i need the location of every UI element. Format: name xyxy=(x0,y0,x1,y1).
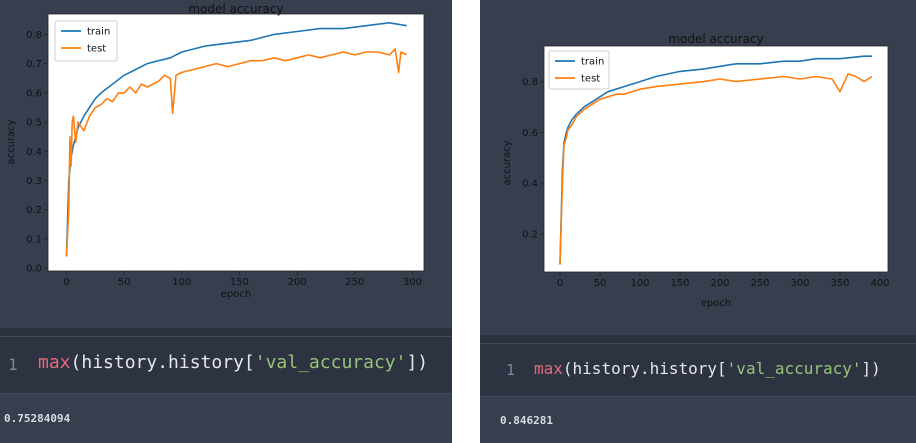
x-tick-label: 250 xyxy=(750,278,769,289)
code-close: ]) xyxy=(406,352,429,373)
x-tick-label: 250 xyxy=(345,277,364,288)
x-tick-label: 200 xyxy=(710,278,729,289)
series-line-test xyxy=(559,73,873,265)
cell-output: 0.75284094 xyxy=(4,412,71,425)
code-open: (history.history[ xyxy=(70,352,255,373)
y-tick-label: 0.2 xyxy=(26,205,42,216)
x-tick-label: 200 xyxy=(288,277,307,288)
x-tick-label: 50 xyxy=(594,278,607,289)
series-line-train xyxy=(559,55,872,265)
x-tick-label: 100 xyxy=(630,278,649,289)
y-axis-label: accuracy xyxy=(502,140,513,185)
y-tick-label: 0.8 xyxy=(26,30,42,41)
x-tick-label: 300 xyxy=(790,278,809,289)
code-arg: 'val_accuracy' xyxy=(726,359,862,378)
accuracy-chart-left: model accuracy epoch accuracy 0 50 100 150 2… xyxy=(6,2,425,300)
x-tick-label: 0 xyxy=(63,277,69,288)
x-tick-label: 150 xyxy=(670,278,689,289)
y-axis-label: accuracy xyxy=(6,119,17,164)
code-open: (history.history[ xyxy=(562,359,727,378)
y-tick-label: 0.3 xyxy=(26,176,42,187)
chart-title: model accuracy xyxy=(668,32,763,46)
legend-label-test: test xyxy=(87,44,106,55)
x-tick-label: 400 xyxy=(870,278,889,289)
y-tick-label: 0.7 xyxy=(26,59,42,70)
notebook-panel-right: model accuracy epoch accuracy 0 50 100 150 2… xyxy=(480,0,916,443)
line-number: 1 xyxy=(506,361,516,379)
x-tick-label: 150 xyxy=(230,277,249,288)
x-tick-label: 300 xyxy=(403,277,422,288)
y-tick-label: 0.6 xyxy=(26,88,42,99)
x-tick-label: 0 xyxy=(557,278,563,289)
code-close: ]) xyxy=(861,359,881,378)
y-tick-label: 0.4 xyxy=(26,147,42,158)
code-fn: max xyxy=(534,359,563,378)
legend-label-test: test xyxy=(581,74,600,85)
code-input[interactable]: max(history.history['val_accuracy']) xyxy=(534,359,881,378)
x-tick-label: 100 xyxy=(172,277,191,288)
x-tick-label: 50 xyxy=(118,277,131,288)
code-fn: max xyxy=(38,352,71,373)
legend: train test xyxy=(548,50,610,90)
y-tick-label: 0.0 xyxy=(26,264,42,275)
legend-label-train: train xyxy=(87,27,110,38)
code-input[interactable]: max(history.history['val_accuracy']) xyxy=(38,352,428,373)
notebook-panel-left: model accuracy epoch accuracy 0 50 100 150 2… xyxy=(0,0,452,443)
y-tick-label: 0.5 xyxy=(26,118,42,129)
x-axis-label: epoch xyxy=(221,289,251,300)
y-tick-label: 0.4 xyxy=(522,179,538,190)
plot-frame xyxy=(543,45,889,273)
line-number: 1 xyxy=(8,355,18,374)
legend-label-train: train xyxy=(581,57,604,68)
y-tick-label: 0.8 xyxy=(522,77,538,88)
code-arg: 'val_accuracy' xyxy=(254,352,407,373)
series-line-test xyxy=(65,48,408,257)
plot-frame xyxy=(47,13,425,272)
code-cell-right[interactable]: 1 max(history.history['val_accuracy']) xyxy=(480,343,916,397)
y-tick-label: 0.6 xyxy=(522,128,538,139)
y-tick-label: 0.1 xyxy=(26,234,42,245)
chart-title: model accuracy xyxy=(188,2,283,16)
cell-output: 0.846281 xyxy=(500,414,553,427)
y-tick-label: 0.2 xyxy=(522,229,538,240)
legend: train test xyxy=(54,20,118,62)
x-axis-label: epoch xyxy=(701,298,731,309)
code-cell-left[interactable]: 1 max(history.history['val_accuracy']) xyxy=(0,336,452,394)
accuracy-chart-right: model accuracy epoch accuracy 0 50 100 150 2… xyxy=(502,32,890,309)
x-tick-label: 350 xyxy=(830,278,849,289)
